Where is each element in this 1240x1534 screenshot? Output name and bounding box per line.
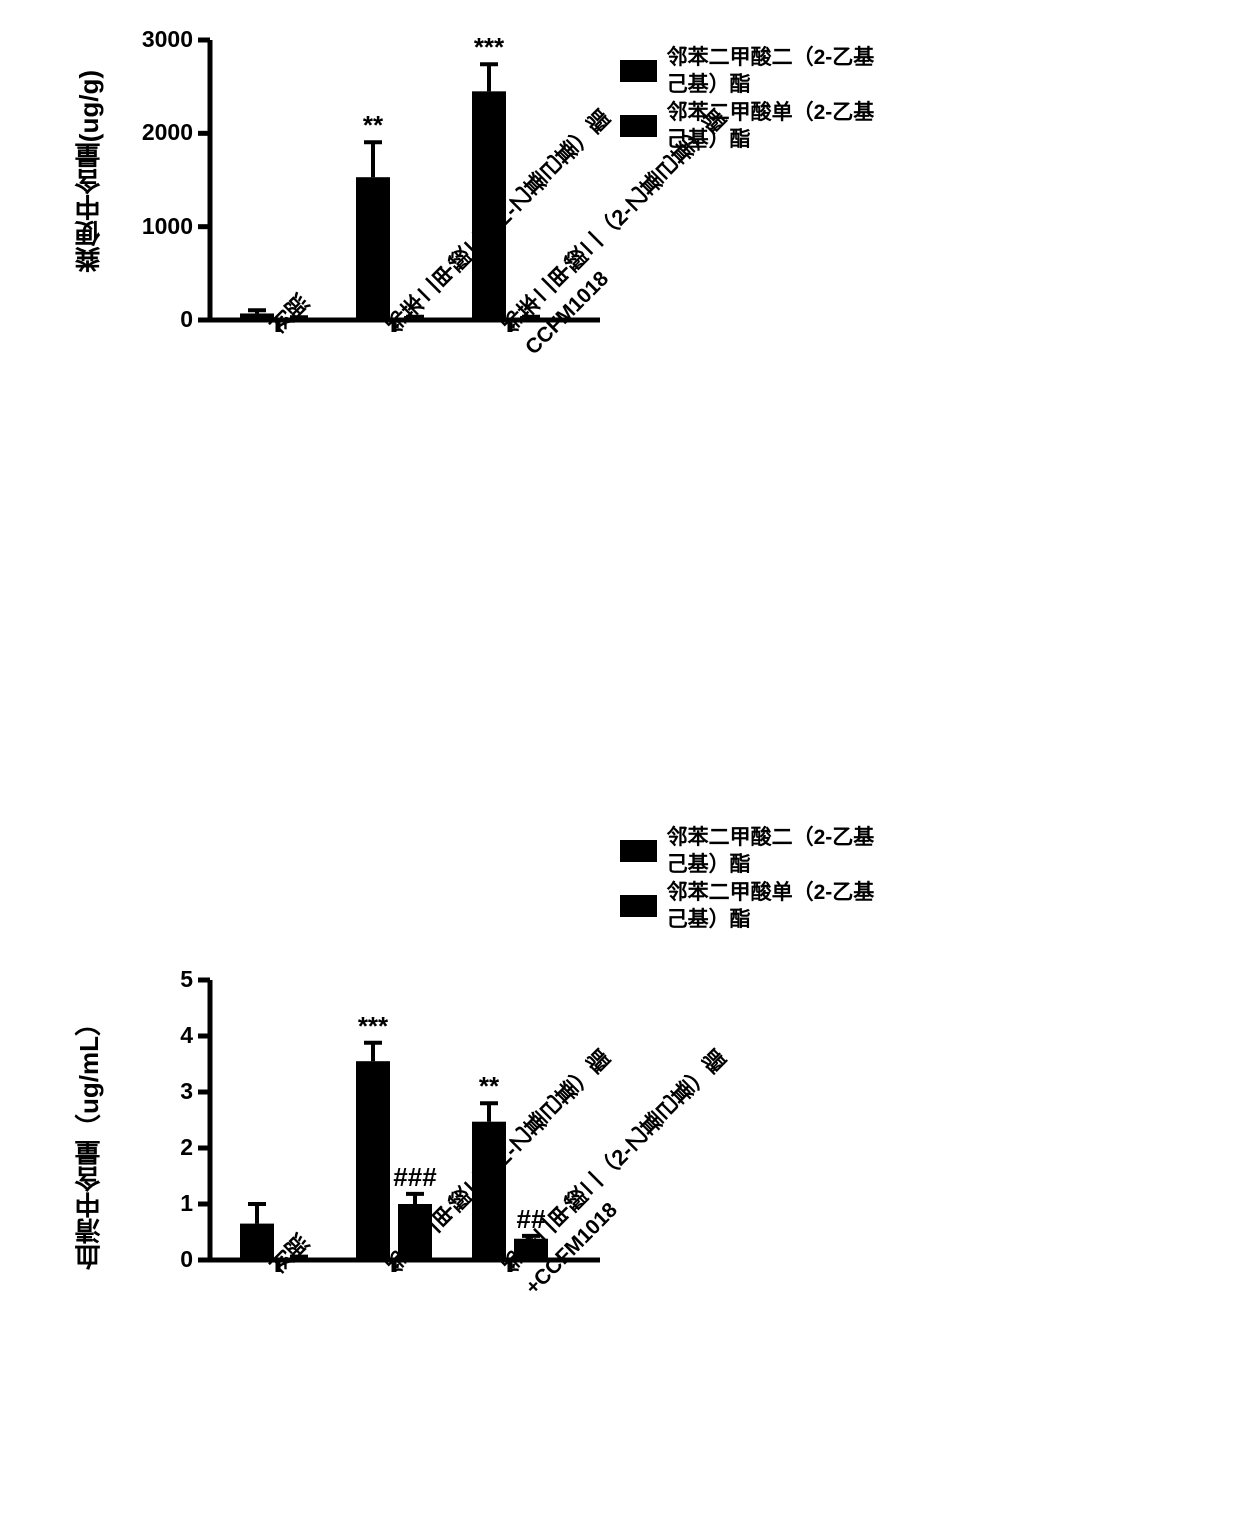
legend-item: 邻苯二甲酸二（2-乙基己基）酯 bbox=[620, 44, 880, 99]
significance-marker: *** bbox=[459, 32, 519, 63]
y-tick-label: 3000 bbox=[118, 26, 193, 53]
y-tick-label: 1 bbox=[118, 1190, 193, 1217]
legend-item: 邻苯二甲酸单（2-乙基己基）酯 bbox=[620, 99, 880, 154]
y-tick-label: 0 bbox=[118, 306, 193, 333]
significance-marker: ### bbox=[385, 1162, 445, 1193]
legend-item: 邻苯二甲酸单（2-乙基己基）酯 bbox=[620, 879, 880, 934]
significance-marker: ** bbox=[343, 110, 403, 141]
legend-swatch bbox=[620, 60, 657, 82]
y-tick-label: 5 bbox=[118, 966, 193, 993]
y-tick-label: 2000 bbox=[118, 119, 193, 146]
y-tick-label: 4 bbox=[118, 1022, 193, 1049]
legend-item: 邻苯二甲酸二（2-乙基己基）酯 bbox=[620, 824, 880, 879]
legend-swatch bbox=[620, 115, 657, 137]
chart1-legend: 邻苯二甲酸二（2-乙基己基）酯 邻苯二甲酸单（2-乙基己基）酯 bbox=[620, 44, 880, 153]
chart2-legend: 邻苯二甲酸二（2-乙基己基）酯 邻苯二甲酸单（2-乙基己基）酯 bbox=[620, 824, 880, 933]
legend-swatch bbox=[620, 895, 657, 917]
legend-label: 邻苯二甲酸单（2-乙基己基）酯 bbox=[667, 99, 880, 154]
y-tick-label: 1000 bbox=[118, 213, 193, 240]
chart-serum: 血清中含量（ug/mL） 012345对照***###邻苯二甲酸二（2-乙基己基… bbox=[40, 800, 880, 1520]
legend-label: 邻苯二甲酸单（2-乙基己基）酯 bbox=[667, 879, 880, 934]
significance-marker: *** bbox=[343, 1011, 403, 1042]
y-tick-label: 0 bbox=[118, 1246, 193, 1273]
chart-feces: 粪便中含量(ug/g) 0100020003000对照**邻苯二甲酸二（2-乙基… bbox=[40, 20, 880, 660]
chart1-y-title: 粪便中含量(ug/g) bbox=[70, 70, 107, 272]
significance-marker: ** bbox=[459, 1071, 519, 1102]
y-tick-label: 3 bbox=[118, 1078, 193, 1105]
legend-swatch bbox=[620, 840, 657, 862]
legend-label: 邻苯二甲酸二（2-乙基己基）酯 bbox=[667, 824, 880, 879]
y-tick-label: 2 bbox=[118, 1134, 193, 1161]
chart2-y-title: 血清中含量（ug/mL） bbox=[70, 1010, 107, 1270]
legend-label: 邻苯二甲酸二（2-乙基己基）酯 bbox=[667, 44, 880, 99]
